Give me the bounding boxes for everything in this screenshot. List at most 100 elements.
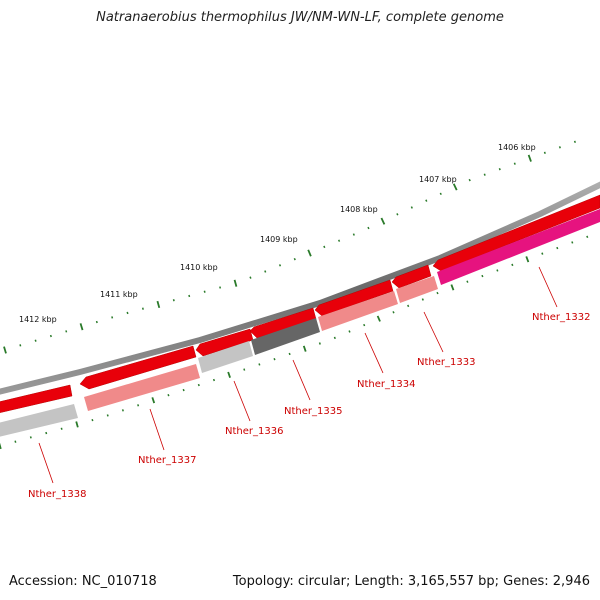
- scale-tick: [49, 334, 52, 338]
- gene-forward-1: [0, 384, 73, 413]
- genome-summary-text: Topology: circular; Length: 3,165,557 bp…: [232, 574, 590, 589]
- leader-Nther_1333: [423, 311, 444, 353]
- scale-tick: [511, 263, 514, 267]
- scale-tick: [468, 178, 471, 182]
- scale-tick: [137, 404, 140, 407]
- kbp-label-1407: 1407 kbp: [419, 175, 457, 184]
- scale-tick: [392, 311, 395, 314]
- scale-tick: [481, 274, 484, 278]
- scale-tick: [219, 286, 222, 289]
- scale-tick: [421, 298, 424, 301]
- scale-tick: [452, 183, 458, 191]
- gene-label-Nther_1334: Nther_1334: [357, 379, 415, 390]
- gene-forward-2: [79, 345, 197, 390]
- kbp-label-1408: 1408 kbp: [340, 205, 378, 214]
- gene-Nther_1333-shape: [396, 276, 438, 303]
- gene-Nther_1337-shape: [84, 364, 200, 411]
- scale-tick: [197, 383, 200, 387]
- scale-tick: [293, 257, 296, 261]
- scale-tick: [79, 323, 84, 331]
- gene-label-Nther_1338: Nther_1338: [28, 489, 86, 500]
- scale-tick: [483, 173, 486, 176]
- scale-tick: [573, 140, 576, 144]
- scale-tick: [410, 206, 413, 209]
- scale-tick: [307, 249, 312, 257]
- scale-tick: [586, 235, 589, 238]
- scale-tick: [302, 345, 307, 352]
- scale-tick: [65, 330, 68, 333]
- leader-Nther_1338: [38, 442, 54, 484]
- genome-title: Natranaerobius thermophilus JW/NM-WN-LF,…: [96, 10, 504, 25]
- scale-tick: [264, 270, 267, 273]
- scale-tick: [323, 245, 326, 249]
- scale-tick: [182, 388, 185, 392]
- kbp-label-1406: 1406 kbp: [498, 143, 536, 152]
- scale-tick: [525, 256, 530, 263]
- scale-tick: [527, 154, 532, 162]
- scale-tick: [212, 378, 216, 382]
- inner-scale-dots: [0, 235, 589, 450]
- genome-backbone: [0, 181, 600, 395]
- scale-tick: [288, 352, 291, 356]
- scale-tick: [188, 294, 191, 298]
- scale-tick: [367, 226, 370, 230]
- scale-tick: [363, 323, 366, 327]
- scale-tick: [151, 397, 156, 404]
- scale-tick: [141, 307, 144, 310]
- gene-Nther_1332-shape: [437, 209, 600, 285]
- gene-forward-7: [432, 194, 600, 272]
- scale-tick: [111, 316, 114, 319]
- scale-tick: [273, 357, 276, 361]
- scale-tick: [95, 320, 98, 324]
- scale-tick: [203, 290, 206, 293]
- gene-Nther_1338-shape: [0, 404, 78, 437]
- scale-tick: [450, 284, 455, 291]
- scale-tick: [258, 363, 261, 366]
- gene-label-Nther_1335: Nther_1335: [284, 406, 342, 417]
- scale-tick: [91, 418, 94, 422]
- accession-text: Accession: NC_010718: [9, 574, 157, 589]
- leader-Nther_1336: [233, 380, 251, 422]
- scale-tick: [348, 330, 351, 333]
- scale-tick: [376, 315, 381, 322]
- scale-tick: [380, 217, 386, 225]
- scale-tick: [106, 414, 109, 417]
- scale-tick: [407, 304, 410, 308]
- scale-tick: [556, 246, 559, 250]
- scale-tick: [496, 269, 499, 272]
- scale-tick: [172, 299, 175, 302]
- scale-dots: [3, 140, 576, 354]
- scale-tick: [436, 291, 439, 295]
- gene-Nther_1335-shape: [251, 318, 320, 355]
- scale-tick: [167, 393, 170, 397]
- reverse-genes: [0, 209, 600, 437]
- scale-tick: [14, 440, 17, 443]
- scale-tick: [121, 409, 124, 412]
- scale-tick: [233, 279, 238, 287]
- scale-tick: [541, 252, 544, 255]
- gene-label-Nther_1333: Nther_1333: [417, 357, 475, 368]
- scale-tick: [439, 192, 442, 196]
- gene-label-Nther_1332: Nther_1332: [532, 312, 590, 323]
- scale-tick: [126, 311, 129, 315]
- kbp-label-1412: 1412 kbp: [19, 315, 57, 324]
- scale-tick: [278, 264, 282, 267]
- scale-tick: [0, 442, 2, 450]
- scale-tick: [571, 241, 574, 244]
- gene-forward-6: [391, 264, 432, 289]
- scale-tick: [425, 199, 428, 202]
- scale-tick: [75, 421, 79, 428]
- scale-tick: [498, 167, 501, 171]
- scale-tick: [396, 213, 399, 216]
- scale-tick: [243, 368, 246, 371]
- scale-tick: [249, 276, 252, 279]
- scale-tick: [466, 280, 469, 283]
- label-leaders: [38, 266, 558, 484]
- kbp-label-1410: 1410 kbp: [180, 263, 218, 272]
- kbp-label-1411: 1411 kbp: [100, 290, 138, 299]
- kbp-labels: 1406 kbp 1407 kbp 1408 kbp 1409 kbp 1410…: [19, 143, 536, 324]
- scale-tick: [34, 339, 37, 342]
- scale-tick: [3, 346, 7, 354]
- scale-tick: [29, 436, 32, 439]
